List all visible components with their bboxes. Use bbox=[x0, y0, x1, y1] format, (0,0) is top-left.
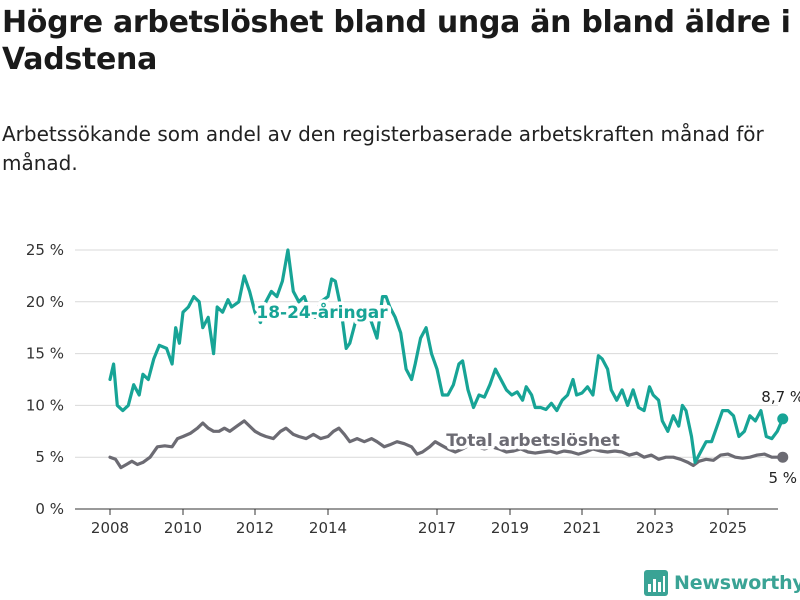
x-tick-label: 2019 bbox=[491, 519, 529, 537]
brand-logo[interactable]: Newsworthy bbox=[644, 568, 800, 598]
y-tick-label: 10 % bbox=[26, 396, 64, 414]
series-end-label: 8,7 % bbox=[761, 388, 800, 406]
x-tick-label: 2021 bbox=[563, 519, 601, 537]
series-name-label: 18-24-åringar bbox=[256, 301, 388, 323]
grid-layer: 0 % 5 % 10 % 15 % 20 % 25 % 2008 2010 2012 2014 20… bbox=[26, 241, 778, 537]
y-tick-label: 5 % bbox=[35, 448, 64, 466]
brand-name: Newsworthy bbox=[674, 572, 800, 594]
x-tick-label: 2010 bbox=[164, 519, 202, 537]
series-end-point bbox=[777, 413, 789, 425]
bar-chart-logo-icon bbox=[644, 570, 668, 596]
chart-subtitle: Arbetssökande som andel av den registerb… bbox=[2, 122, 764, 175]
chart-title: Högre arbetslöshet bland unga än bland ä… bbox=[2, 5, 791, 77]
series-line bbox=[108, 248, 785, 464]
y-tick-label: 0 % bbox=[35, 500, 64, 518]
y-tick-label: 20 % bbox=[26, 293, 64, 311]
x-tick-label: 2008 bbox=[91, 519, 129, 537]
x-tick-label: 2012 bbox=[236, 519, 274, 537]
series-name-halo: Total arbetslöshet bbox=[446, 431, 620, 451]
x-tick-label: 2014 bbox=[309, 519, 347, 537]
series-name-halo: 18-24-åringar bbox=[256, 301, 388, 323]
series-end-point bbox=[777, 451, 789, 463]
line-chart: 0 % 5 % 10 % 15 % 20 % 25 % 2008 2010 2012 2014 20… bbox=[26, 241, 800, 537]
series-name-label: Total arbetslöshet bbox=[446, 431, 620, 451]
x-tick-label: 2025 bbox=[709, 519, 747, 537]
y-tick-label: 15 % bbox=[26, 345, 64, 363]
series-line bbox=[108, 419, 785, 470]
series-layer bbox=[108, 248, 785, 470]
x-tick-label: 2023 bbox=[636, 519, 674, 537]
x-tick-label: 2017 bbox=[418, 519, 456, 537]
series-end-label: 5 % bbox=[768, 469, 797, 487]
y-tick-label: 25 % bbox=[26, 241, 64, 259]
